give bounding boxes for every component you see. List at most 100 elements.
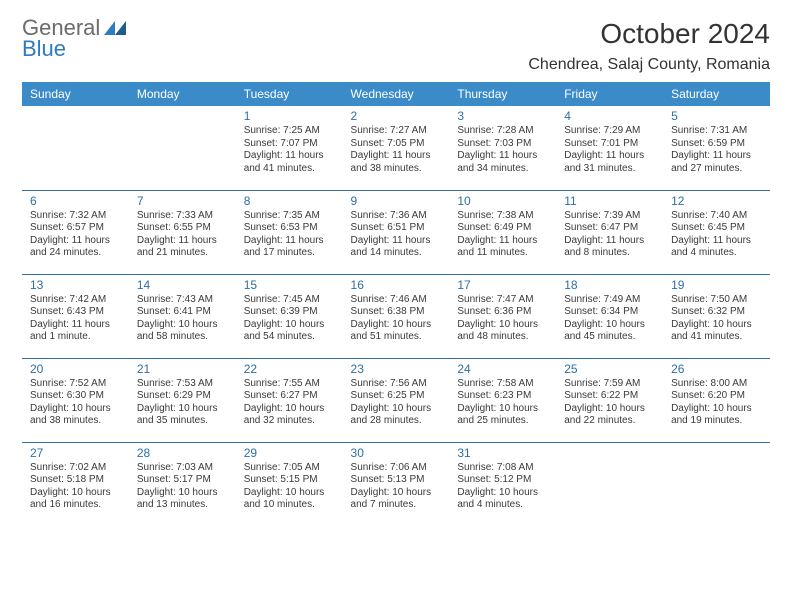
sunset-text: Sunset: 6:53 PM [244,222,335,235]
logo-mark-icon [104,21,126,38]
sunrise-text: Sunrise: 7:03 AM [137,462,228,475]
sunrise-text: Sunrise: 7:40 AM [671,210,762,223]
daylight-text: Daylight: 11 hours and 24 minutes. [30,235,121,260]
day-number: 1 [244,109,335,123]
day-number: 27 [30,446,121,460]
sunset-text: Sunset: 6:39 PM [244,306,335,319]
daylight-text: Daylight: 10 hours and 41 minutes. [671,319,762,344]
daylight-text: Daylight: 11 hours and 14 minutes. [351,235,442,260]
calendar-day-cell: 4Sunrise: 7:29 AMSunset: 7:01 PMDaylight… [556,106,663,190]
calendar-day-cell: 16Sunrise: 7:46 AMSunset: 6:38 PMDayligh… [343,274,450,358]
sunset-text: Sunset: 6:23 PM [457,390,548,403]
calendar-day-cell: 12Sunrise: 7:40 AMSunset: 6:45 PMDayligh… [663,190,770,274]
day-number: 16 [351,278,442,292]
calendar-day-cell: 6Sunrise: 7:32 AMSunset: 6:57 PMDaylight… [22,190,129,274]
sunrise-text: Sunrise: 7:52 AM [30,378,121,391]
day-number: 11 [564,194,655,208]
daylight-text: Daylight: 11 hours and 17 minutes. [244,235,335,260]
day-number: 18 [564,278,655,292]
sunset-text: Sunset: 5:18 PM [30,474,121,487]
calendar-empty-cell [129,106,236,190]
calendar-day-cell: 30Sunrise: 7:06 AMSunset: 5:13 PMDayligh… [343,442,450,526]
calendar-day-cell: 13Sunrise: 7:42 AMSunset: 6:43 PMDayligh… [22,274,129,358]
sunrise-text: Sunrise: 7:38 AM [457,210,548,223]
sunrise-text: Sunrise: 7:39 AM [564,210,655,223]
daylight-text: Daylight: 11 hours and 38 minutes. [351,150,442,175]
sunrise-text: Sunrise: 7:59 AM [564,378,655,391]
calendar-page: General Blue October 2024 Chendrea, Sala… [0,0,792,544]
sunrise-text: Sunrise: 7:33 AM [137,210,228,223]
day-header: Friday [556,82,663,106]
daylight-text: Daylight: 11 hours and 11 minutes. [457,235,548,260]
sunset-text: Sunset: 6:43 PM [30,306,121,319]
day-number: 8 [244,194,335,208]
calendar-day-cell: 23Sunrise: 7:56 AMSunset: 6:25 PMDayligh… [343,358,450,442]
calendar-empty-cell [663,442,770,526]
daylight-text: Daylight: 10 hours and 58 minutes. [137,319,228,344]
day-number: 2 [351,109,442,123]
calendar-week-row: 13Sunrise: 7:42 AMSunset: 6:43 PMDayligh… [22,274,770,358]
day-number: 23 [351,362,442,376]
day-number: 31 [457,446,548,460]
daylight-text: Daylight: 10 hours and 25 minutes. [457,403,548,428]
sunset-text: Sunset: 6:32 PM [671,306,762,319]
calendar-day-cell: 20Sunrise: 7:52 AMSunset: 6:30 PMDayligh… [22,358,129,442]
daylight-text: Daylight: 10 hours and 7 minutes. [351,487,442,512]
daylight-text: Daylight: 10 hours and 35 minutes. [137,403,228,428]
day-header: Tuesday [236,82,343,106]
sunset-text: Sunset: 6:55 PM [137,222,228,235]
day-header: Monday [129,82,236,106]
daylight-text: Daylight: 11 hours and 27 minutes. [671,150,762,175]
day-number: 9 [351,194,442,208]
sunrise-text: Sunrise: 7:31 AM [671,125,762,138]
day-number: 24 [457,362,548,376]
sunset-text: Sunset: 6:20 PM [671,390,762,403]
calendar-week-row: 27Sunrise: 7:02 AMSunset: 5:18 PMDayligh… [22,442,770,526]
daylight-text: Daylight: 10 hours and 10 minutes. [244,487,335,512]
calendar-day-cell: 11Sunrise: 7:39 AMSunset: 6:47 PMDayligh… [556,190,663,274]
daylight-text: Daylight: 11 hours and 34 minutes. [457,150,548,175]
sunset-text: Sunset: 6:49 PM [457,222,548,235]
sunrise-text: Sunrise: 7:50 AM [671,294,762,307]
sunrise-text: Sunrise: 7:32 AM [30,210,121,223]
day-header-row: Sunday Monday Tuesday Wednesday Thursday… [22,82,770,106]
title-block: October 2024 Chendrea, Salaj County, Rom… [528,18,770,74]
daylight-text: Daylight: 11 hours and 1 minute. [30,319,121,344]
day-number: 19 [671,278,762,292]
daylight-text: Daylight: 10 hours and 48 minutes. [457,319,548,344]
day-header: Thursday [449,82,556,106]
sunrise-text: Sunrise: 7:25 AM [244,125,335,138]
sunrise-text: Sunrise: 7:56 AM [351,378,442,391]
daylight-text: Daylight: 11 hours and 31 minutes. [564,150,655,175]
daylight-text: Daylight: 10 hours and 13 minutes. [137,487,228,512]
daylight-text: Daylight: 10 hours and 51 minutes. [351,319,442,344]
sunset-text: Sunset: 6:47 PM [564,222,655,235]
sunset-text: Sunset: 6:30 PM [30,390,121,403]
sunrise-text: Sunrise: 7:43 AM [137,294,228,307]
calendar-day-cell: 8Sunrise: 7:35 AMSunset: 6:53 PMDaylight… [236,190,343,274]
daylight-text: Daylight: 10 hours and 45 minutes. [564,319,655,344]
calendar-empty-cell [22,106,129,190]
calendar-day-cell: 2Sunrise: 7:27 AMSunset: 7:05 PMDaylight… [343,106,450,190]
daylight-text: Daylight: 10 hours and 19 minutes. [671,403,762,428]
calendar-week-row: 6Sunrise: 7:32 AMSunset: 6:57 PMDaylight… [22,190,770,274]
sunset-text: Sunset: 6:34 PM [564,306,655,319]
sunrise-text: Sunrise: 7:49 AM [564,294,655,307]
day-number: 15 [244,278,335,292]
sunrise-text: Sunrise: 7:28 AM [457,125,548,138]
day-number: 20 [30,362,121,376]
calendar-day-cell: 3Sunrise: 7:28 AMSunset: 7:03 PMDaylight… [449,106,556,190]
location-text: Chendrea, Salaj County, Romania [528,56,770,74]
day-number: 12 [671,194,762,208]
day-number: 4 [564,109,655,123]
sunrise-text: Sunrise: 7:47 AM [457,294,548,307]
day-number: 3 [457,109,548,123]
calendar-empty-cell [556,442,663,526]
day-number: 6 [30,194,121,208]
daylight-text: Daylight: 11 hours and 41 minutes. [244,150,335,175]
daylight-text: Daylight: 11 hours and 4 minutes. [671,235,762,260]
sunset-text: Sunset: 7:07 PM [244,138,335,151]
sunrise-text: Sunrise: 7:55 AM [244,378,335,391]
day-number: 30 [351,446,442,460]
sunset-text: Sunset: 6:38 PM [351,306,442,319]
